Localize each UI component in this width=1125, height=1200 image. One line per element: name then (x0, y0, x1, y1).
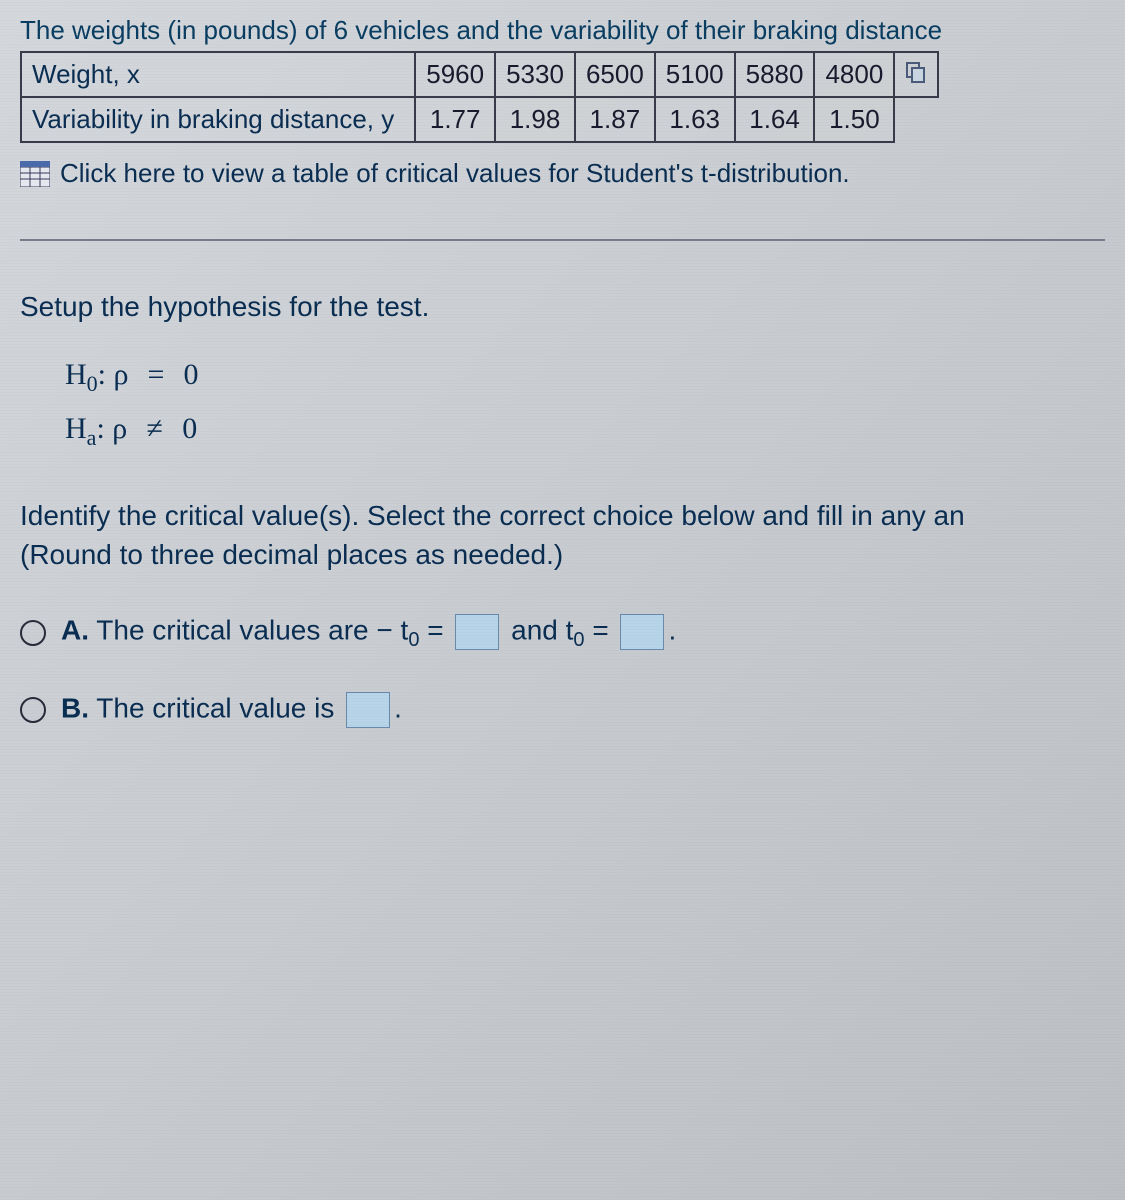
option-a-row[interactable]: A. The critical values are − t0 = and t0… (20, 614, 1105, 652)
setup-hypothesis-text: Setup the hypothesis for the test. (20, 291, 1105, 323)
table-cell: 5880 (735, 52, 815, 97)
table-cell: 1.64 (735, 97, 815, 142)
table-cell: 1.98 (495, 97, 575, 142)
copy-icon-cell[interactable] (894, 52, 938, 97)
table-cell: 5960 (415, 52, 495, 97)
table-cell: 1.87 (575, 97, 655, 142)
table-icon (20, 161, 50, 187)
link-text: Click here to view a table of critical v… (60, 158, 850, 189)
table-cell: 4800 (814, 52, 894, 97)
table-cell: 6500 (575, 52, 655, 97)
radio-b[interactable] (20, 697, 46, 723)
row-header-variability: Variability in braking distance, y (21, 97, 415, 142)
identify-instruction: Identify the critical value(s). Select t… (20, 496, 1105, 574)
copy-icon (905, 59, 927, 81)
table-cell: 1.63 (655, 97, 735, 142)
null-hypothesis: H0: ρ = 0 (65, 358, 1105, 397)
radio-a[interactable] (20, 620, 46, 646)
table-cell: 1.50 (814, 97, 894, 142)
alt-hypothesis: Ha: ρ ≠ 0 (65, 412, 1105, 451)
option-a-text: The critical values are − t (96, 615, 408, 646)
table-cell: 5330 (495, 52, 575, 97)
data-table: Weight, x 5960 5330 6500 5100 5880 4800 … (20, 51, 939, 143)
answer-input-b[interactable] (346, 692, 390, 728)
option-b-text: The critical value is (96, 693, 342, 724)
table-cell: 1.77 (415, 97, 495, 142)
intro-text: The weights (in pounds) of 6 vehicles an… (20, 15, 1105, 46)
option-b-row[interactable]: B. The critical value is . (20, 692, 1105, 728)
row-header-weight: Weight, x (21, 52, 415, 97)
answer-input-a2[interactable] (620, 614, 664, 650)
critical-values-link[interactable]: Click here to view a table of critical v… (20, 158, 1105, 189)
divider (20, 239, 1105, 241)
table-cell: 5100 (655, 52, 735, 97)
option-b-label: B. (61, 693, 89, 724)
answer-input-a1[interactable] (455, 614, 499, 650)
option-a-label: A. (61, 615, 89, 646)
hypothesis-block: H0: ρ = 0 Ha: ρ ≠ 0 (65, 358, 1105, 451)
